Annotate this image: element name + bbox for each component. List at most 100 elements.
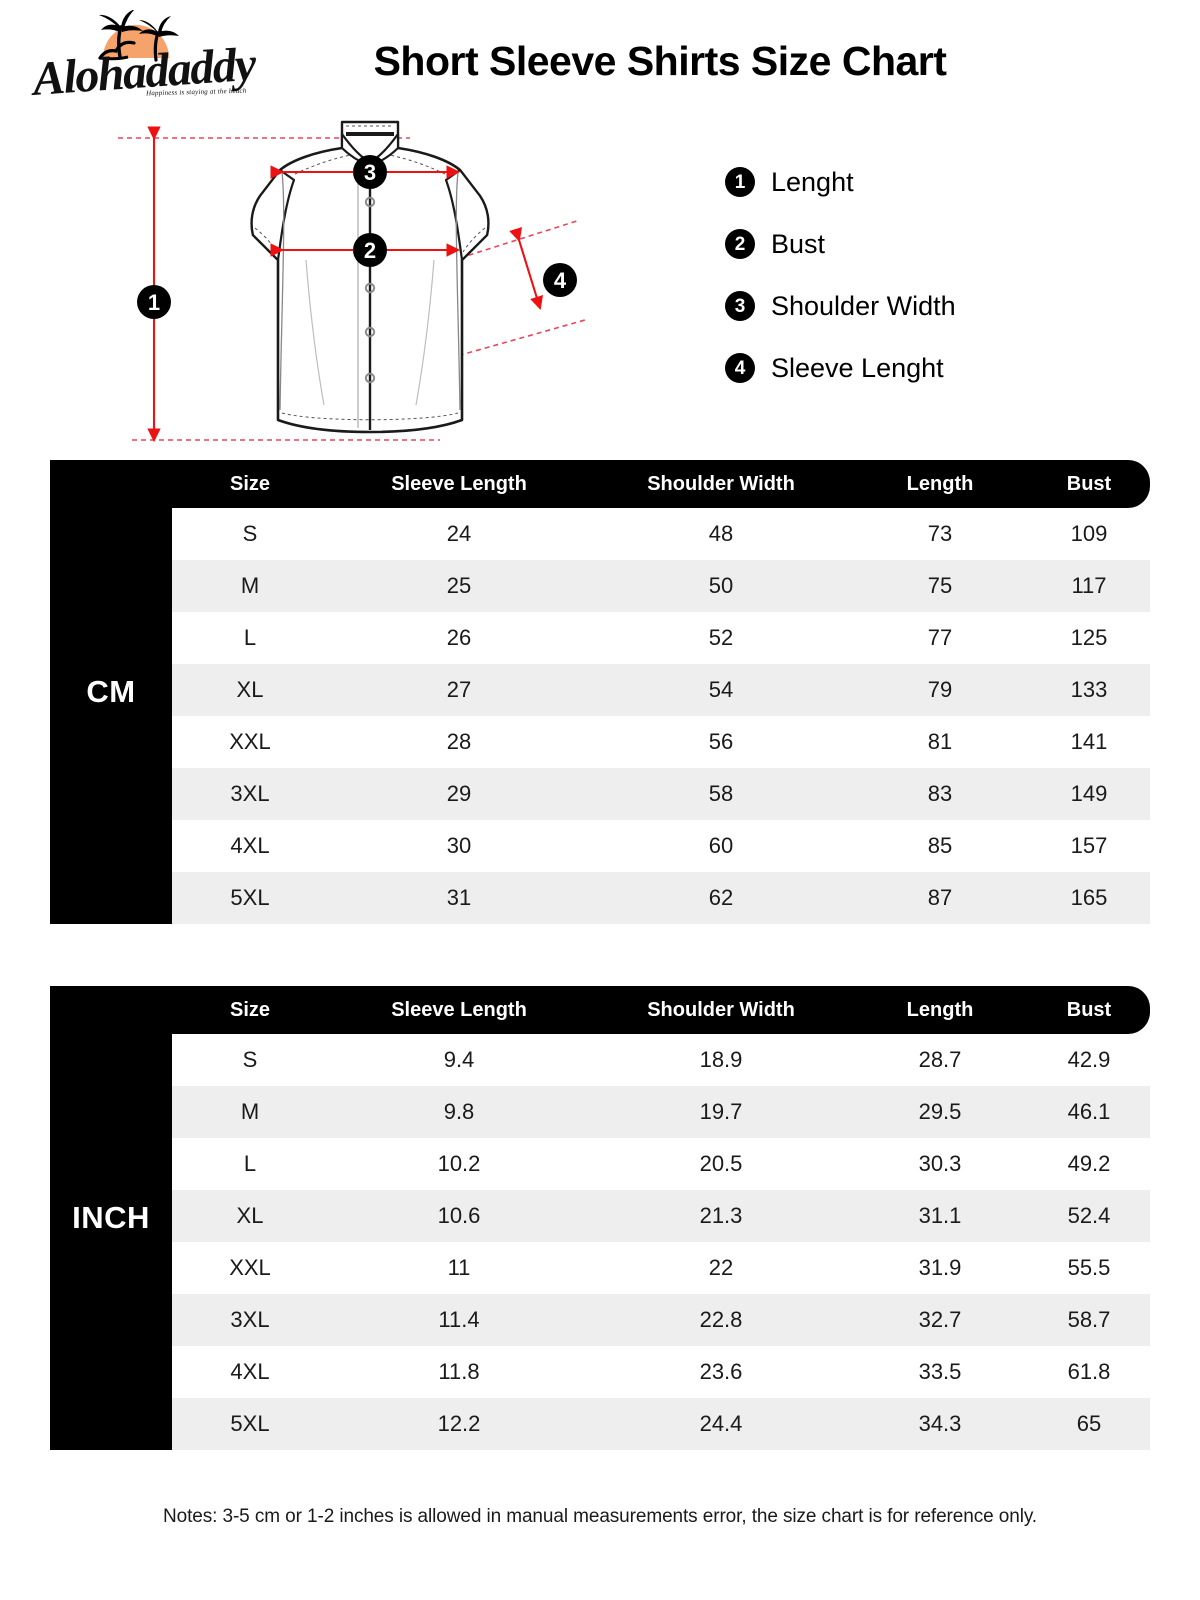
inch-col-header-shoulder: Shoulder Width [590, 986, 852, 1034]
inch-table-row: XXL 11 22 31.9 55.5 [50, 1242, 1150, 1294]
inch-cell-shoulder-width: 23.6 [590, 1346, 852, 1398]
inch-cell-sleeve-length: 10.2 [328, 1138, 590, 1190]
cm-cell-bust: 165 [1028, 872, 1150, 924]
inch-table-block: INCH Size Sleeve Length Shoulder Width L… [50, 986, 1150, 1450]
cm-cell-shoulder-width: 60 [590, 820, 852, 872]
inch-cell-size: 4XL [172, 1346, 328, 1398]
inch-cell-shoulder-width: 22 [590, 1242, 852, 1294]
cm-col-header-sleeve: Sleeve Length [328, 460, 590, 508]
cm-table-row: M 25 50 75 117 [50, 560, 1150, 612]
inch-cell-size: L [172, 1138, 328, 1190]
cm-col-header-size: Size [172, 460, 328, 508]
legend-marker-4: 4 [725, 353, 755, 383]
legend-label-bust: Bust [771, 228, 826, 259]
cm-cell-length: 87 [852, 872, 1028, 924]
notes-text: Notes: 3-5 cm or 1-2 inches is allowed i… [163, 1506, 1037, 1527]
inch-cell-length: 34.3 [852, 1398, 1028, 1450]
cm-cell-bust: 133 [1028, 664, 1150, 716]
inch-cell-sleeve-length: 11 [328, 1242, 590, 1294]
cm-table-block: CM Size Sleeve Length Shoulder Width Len… [50, 460, 1150, 924]
cm-cell-length: 77 [852, 612, 1028, 664]
cm-cell-bust: 149 [1028, 768, 1150, 820]
inch-cell-sleeve-length: 9.8 [328, 1086, 590, 1138]
inch-cell-bust: 58.7 [1028, 1294, 1150, 1346]
legend-marker-3: 3 [725, 291, 755, 321]
inch-cell-bust: 61.8 [1028, 1346, 1150, 1398]
inch-cell-length: 33.5 [852, 1346, 1028, 1398]
inch-col-header-bust: Bust [1028, 986, 1150, 1034]
inch-cell-shoulder-width: 22.8 [590, 1294, 852, 1346]
cm-cell-shoulder-width: 54 [590, 664, 852, 716]
inch-cell-size: M [172, 1086, 328, 1138]
inch-cell-sleeve-length: 9.4 [328, 1034, 590, 1086]
svg-text:3: 3 [364, 160, 376, 185]
page-header: Alohadaddy Happiness is staying at the b… [0, 0, 1200, 110]
cm-table-row: 5XL 31 62 87 165 [50, 872, 1150, 924]
cm-table-header-row: Size Sleeve Length Shoulder Width Length… [50, 460, 1150, 508]
cm-table-row: L 26 52 77 125 [50, 612, 1150, 664]
cm-unit-label: CM [50, 460, 172, 924]
inch-table-row: L 10.2 20.5 30.3 49.2 [50, 1138, 1150, 1190]
inch-cell-size: 5XL [172, 1398, 328, 1450]
inch-cell-shoulder-width: 24.4 [590, 1398, 852, 1450]
legend-label-shoulder-width: Shoulder Width [771, 290, 956, 321]
cm-table-row: XXL 28 56 81 141 [50, 716, 1150, 768]
inch-cell-sleeve-length: 10.6 [328, 1190, 590, 1242]
cm-table-row: 3XL 29 58 83 149 [50, 768, 1150, 820]
palm-trees-sunset-icon: Alohadaddy [28, 10, 259, 105]
cm-cell-length: 73 [852, 508, 1028, 560]
cm-cell-size: 4XL [172, 820, 328, 872]
inch-cell-bust: 65 [1028, 1398, 1150, 1450]
inch-cell-length: 32.7 [852, 1294, 1028, 1346]
inch-cell-size: XXL [172, 1242, 328, 1294]
cm-cell-shoulder-width: 56 [590, 716, 852, 768]
cm-col-header-bust: Bust [1028, 460, 1150, 508]
legend-label-sleeve-length: Sleeve Lenght [771, 352, 944, 383]
inch-cell-shoulder-width: 19.7 [590, 1086, 852, 1138]
sleeve-length-marker: 4 [543, 263, 577, 297]
legend-item-sleeve-length: 4 Sleeve Lenght [725, 351, 1145, 385]
inch-table-row: S 9.4 18.9 28.7 42.9 [50, 1034, 1150, 1450]
inch-cell-bust: 46.1 [1028, 1086, 1150, 1138]
inch-cell-length: 28.7 [852, 1034, 1028, 1086]
inch-cell-length: 29.5 [852, 1086, 1028, 1138]
cm-cell-bust: 109 [1028, 508, 1150, 560]
cm-cell-length: 83 [852, 768, 1028, 820]
cm-cell-bust: 125 [1028, 612, 1150, 664]
shoulder-width-marker: 3 [353, 155, 387, 189]
cm-cell-sleeve-length: 24 [328, 508, 590, 560]
svg-text:2: 2 [364, 238, 376, 263]
inch-table-header-row: Size Sleeve Length Shoulder Width Length… [50, 986, 1150, 1034]
inch-cell-shoulder-width: 18.9 [590, 1034, 852, 1086]
inch-table-row: 3XL 11.4 22.8 32.7 58.7 [50, 1294, 1150, 1346]
short-sleeve-shirt-icon: 1 2 3 4 [118, 120, 586, 443]
inch-cell-sleeve-length: 11.8 [328, 1346, 590, 1398]
bust-marker: 2 [353, 233, 387, 267]
legend-item-bust: 2 Bust [725, 227, 1145, 261]
cm-cell-size: S [172, 508, 328, 560]
cm-cell-sleeve-length: 31 [328, 872, 590, 924]
svg-text:4: 4 [554, 268, 567, 293]
inch-cell-bust: 42.9 [1028, 1034, 1150, 1086]
inch-unit-label: INCH [50, 986, 172, 1450]
cm-cell-length: 85 [852, 820, 1028, 872]
inch-cell-length: 31.9 [852, 1242, 1028, 1294]
inch-cell-bust: 49.2 [1028, 1138, 1150, 1190]
inch-cell-length: 31.1 [852, 1190, 1028, 1242]
cm-cell-shoulder-width: 52 [590, 612, 852, 664]
cm-table-row: XL 27 54 79 133 [50, 664, 1150, 716]
cm-cell-bust: 117 [1028, 560, 1150, 612]
legend-item-shoulder-width: 3 Shoulder Width [725, 289, 1145, 323]
inch-cell-size: XL [172, 1190, 328, 1242]
cm-cell-size: XXL [172, 716, 328, 768]
inch-cell-shoulder-width: 21.3 [590, 1190, 852, 1242]
cm-cell-sleeve-length: 26 [328, 612, 590, 664]
cm-cell-shoulder-width: 62 [590, 872, 852, 924]
inch-cell-length: 30.3 [852, 1138, 1028, 1190]
cm-cell-sleeve-length: 28 [328, 716, 590, 768]
inch-cell-sleeve-length: 12.2 [328, 1398, 590, 1450]
inch-table-row: 5XL 12.2 24.4 34.3 65 [50, 1398, 1150, 1450]
cm-col-header-shoulder: Shoulder Width [590, 460, 852, 508]
cm-cell-size: L [172, 612, 328, 664]
inch-cell-shoulder-width: 20.5 [590, 1138, 852, 1190]
